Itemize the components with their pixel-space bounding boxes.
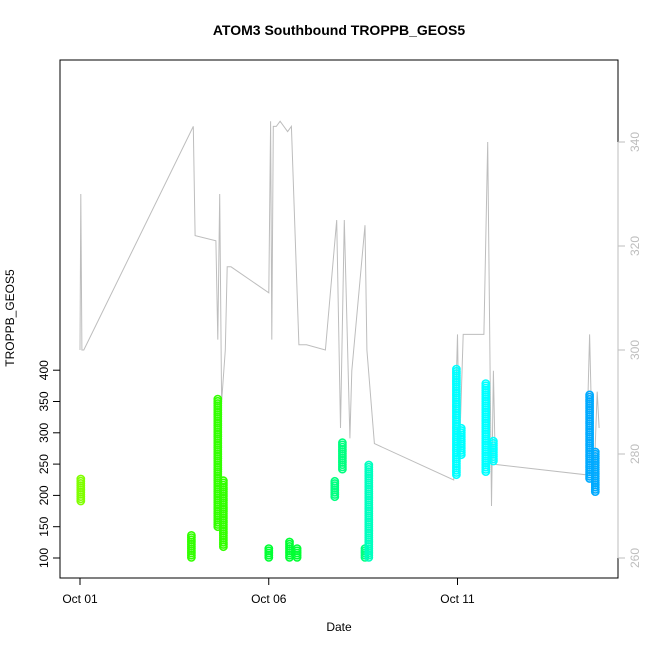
x-axis-label: Date [326, 620, 352, 634]
x-tick-label: Oct 06 [251, 592, 287, 606]
point-cluster [364, 460, 374, 562]
point-cluster [451, 364, 461, 480]
point-cluster [337, 438, 347, 474]
y2-tick-label: 300 [628, 340, 642, 360]
x-axis: Oct 01 Oct 06 Oct 11 [62, 577, 475, 606]
data-point [590, 447, 600, 457]
chart-title: ATOM3 Southbound TROPPB_GEOS5 [213, 22, 465, 38]
y2-tick-label: 340 [628, 132, 642, 152]
point-cluster [590, 447, 600, 496]
y-axis-left: 100 150 200 250 300 350 400 [37, 360, 61, 568]
y2-tick-label: 320 [628, 236, 642, 256]
point-cluster [456, 423, 466, 460]
point-cluster [186, 531, 196, 562]
point-cluster [330, 476, 340, 502]
y2-tick-label: 280 [628, 444, 642, 464]
y-axis-right: 260 280 300 320 340 [617, 132, 642, 568]
ancillary-polyline [79, 120, 600, 507]
data-point [76, 474, 86, 484]
data-point [186, 531, 196, 540]
data-point [364, 460, 374, 470]
y-tick-label: 250 [37, 454, 51, 474]
data-point [585, 390, 594, 400]
data-point [488, 436, 498, 446]
x-tick-label: Oct 01 [62, 592, 98, 606]
x-tick-label: Oct 11 [440, 592, 475, 606]
y-tick-label: 100 [37, 548, 51, 568]
data-point [213, 394, 223, 404]
y-tick-label: 350 [37, 391, 51, 411]
point-cluster [488, 436, 498, 466]
data-point [451, 364, 461, 374]
point-cluster [218, 476, 228, 552]
data-point [264, 544, 274, 553]
data-point [292, 544, 302, 553]
point-cluster [76, 474, 86, 506]
point-cluster [264, 544, 274, 562]
y-tick-label: 300 [37, 422, 51, 442]
data-point [330, 476, 340, 486]
data-point [481, 379, 491, 388]
y-tick-label: 150 [37, 516, 51, 536]
ancillary-gray-trace [79, 120, 600, 507]
data-point [218, 476, 228, 486]
data-point [285, 537, 294, 547]
point-cluster [292, 544, 302, 562]
y-tick-label: 400 [37, 360, 51, 380]
point-cluster [285, 537, 294, 562]
data-point [337, 438, 347, 448]
y-axis-label: TROPPB_GEOS5 [3, 269, 17, 367]
data-points [76, 364, 600, 562]
y-tick-label: 200 [37, 485, 51, 505]
data-point [456, 423, 466, 433]
y2-tick-label: 260 [628, 548, 642, 568]
point-cluster [481, 379, 491, 476]
